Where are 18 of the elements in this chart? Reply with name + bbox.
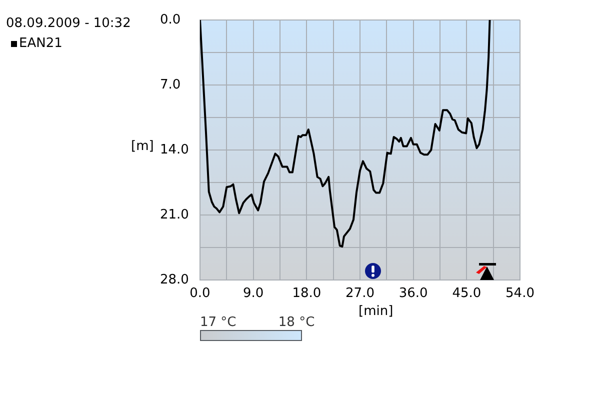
y-tick-label: 21.0 [160,207,189,222]
y-tick-label: 7.0 [160,77,181,92]
x-axis-title: [min] [358,304,394,319]
x-tick-label: 36.0 [398,286,428,302]
y-tick-label: 0.0 [160,12,181,28]
y-tick-label: 14.0 [160,142,189,158]
text: 08.09.2009 - 10:32 [6,16,131,31]
legend-label: EAN21 [19,36,62,51]
x-tick-label: 27.0 [346,286,374,302]
y-axis-title: [m] [131,139,154,154]
color-bar-label: 17 °C [200,315,236,330]
x-tick-label: 45.0 [452,286,482,302]
x-tick-label: 0.0 [190,286,210,302]
color-bar-label: 18 °C [278,315,315,330]
y-tick-label: 28.0 [160,272,189,288]
x-tick-label: 18.0 [292,286,322,302]
x-tick-label: 54.0 [506,286,534,302]
x-tick-label: 9.0 [242,286,264,302]
